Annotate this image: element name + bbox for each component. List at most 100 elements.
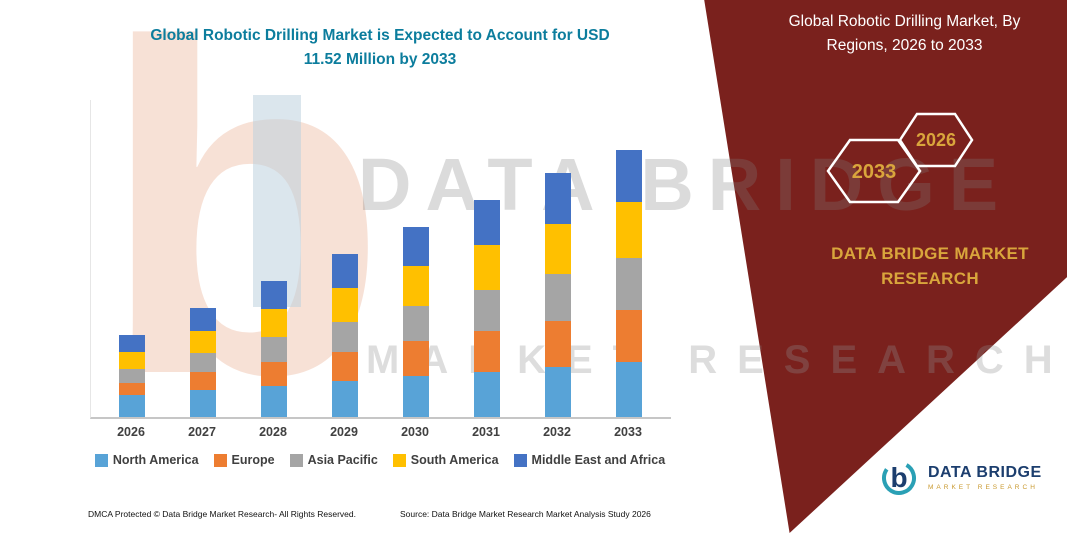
banner-title-line1: Global Robotic Drilling Market, By (788, 13, 1021, 30)
x-axis-label-2029: 2029 (330, 425, 358, 439)
bar-segment-south-america (261, 309, 287, 338)
bar-segment-north-america (332, 381, 358, 417)
x-axis-label-2032: 2032 (543, 425, 571, 439)
bar-2032 (545, 172, 571, 417)
banner-brand-line2: RESEARCH (881, 269, 979, 288)
bar-2029 (332, 254, 358, 417)
bar-segment-south-america (332, 288, 358, 322)
bar-segment-europe (474, 331, 500, 372)
bar-segment-south-america (616, 202, 642, 259)
legend-item-asia-pacific: Asia Pacific (289, 453, 378, 467)
footer-dmca-text: DMCA Protected © Data Bridge Market Rese… (88, 509, 356, 519)
logo-b-glyph: b (890, 462, 907, 493)
bar-segment-europe (332, 352, 358, 382)
chart-title-line2: 11.52 Million by 2033 (303, 51, 457, 68)
bar-segment-middle-east-and-africa (119, 335, 145, 353)
x-axis-label-2030: 2030 (401, 425, 429, 439)
chart-title-line1: Global Robotic Drilling Market is Expect… (150, 27, 610, 44)
legend-label: South America (410, 453, 499, 467)
company-logo: b DATA BRIDGE MARKET RESEARCH (878, 456, 1042, 498)
legend-swatch (392, 453, 406, 467)
logo-company-name: DATA BRIDGE (928, 463, 1042, 481)
logo-tagline: MARKET RESEARCH (928, 483, 1038, 491)
bar-segment-north-america (119, 394, 145, 417)
bar-segment-europe (190, 372, 216, 391)
legend-label: North America (112, 453, 199, 467)
banner-brand-text: DATA BRIDGE MARKET RESEARCH (830, 241, 1030, 291)
bar-segment-asia-pacific (332, 321, 358, 353)
legend-swatch (213, 453, 227, 467)
chart-legend: North America Europe Asia Pacific South Ame… (75, 453, 685, 467)
hexagon-year-2026: 2026 (916, 130, 956, 150)
x-axis-label-2026: 2026 (117, 425, 145, 439)
footer-source-text: Source: Data Bridge Market Research Mark… (400, 509, 651, 519)
legend-label: Europe (231, 453, 275, 467)
bar-2031 (474, 199, 500, 417)
bar-2026 (119, 335, 145, 417)
bar-segment-middle-east-and-africa (190, 307, 216, 331)
bar-segment-europe (545, 320, 571, 367)
bar-segment-asia-pacific (119, 369, 145, 383)
bar-2027 (190, 307, 216, 417)
legend-swatch (94, 453, 108, 467)
legend-label: Asia Pacific (307, 453, 378, 467)
bar-segment-asia-pacific (261, 337, 287, 363)
bar-segment-asia-pacific (474, 290, 500, 332)
legend-label: Middle East and Africa (531, 453, 666, 467)
bar-segment-north-america (474, 371, 500, 417)
bar-segment-north-america (261, 385, 287, 417)
bar-segment-asia-pacific (403, 305, 429, 342)
x-axis-label-2028: 2028 (259, 425, 287, 439)
bar-segment-south-america (190, 330, 216, 354)
chart-title: Global Robotic Drilling Market is Expect… (90, 24, 670, 72)
banner-title-line2: Regions, 2026 to 2033 (826, 37, 983, 54)
hexagon-badge-2033: 2033 (826, 138, 922, 204)
banner-title: Global Robotic Drilling Market, By Regio… (762, 10, 1047, 58)
bar-segment-middle-east-and-africa (261, 281, 287, 310)
logo-text-block: DATA BRIDGE MARKET RESEARCH (928, 464, 1042, 491)
bar-segment-middle-east-and-africa (474, 199, 500, 246)
hexagon-badge-2026: 2026 (898, 112, 974, 168)
watermark-data-bridge: DATA BRIDGE (358, 143, 1013, 226)
bar-segment-south-america (403, 266, 429, 306)
bar-segment-europe (403, 341, 429, 377)
bar-segment-europe (261, 362, 287, 386)
bar-segment-asia-pacific (616, 258, 642, 311)
bar-2030 (403, 226, 429, 417)
plot-area (90, 100, 671, 419)
bar-segment-north-america (190, 390, 216, 417)
hexagon-outline (898, 112, 974, 168)
bar-2028 (261, 281, 287, 417)
bar-segment-north-america (616, 362, 642, 417)
hexagon-outline (826, 138, 922, 204)
x-axis-label-2033: 2033 (614, 425, 642, 439)
bar-segment-europe (616, 310, 642, 363)
bar-segment-asia-pacific (190, 353, 216, 373)
watermark-logo-stripe (253, 95, 301, 307)
bar-segment-middle-east-and-africa (332, 254, 358, 289)
banner-brand-line1: DATA BRIDGE MARKET (831, 244, 1029, 263)
legend-item-europe: Europe (213, 453, 275, 467)
legend-swatch (513, 453, 527, 467)
bar-segment-middle-east-and-africa (545, 172, 571, 224)
bar-segment-south-america (545, 223, 571, 275)
bar-2033 (616, 149, 642, 417)
bar-segment-south-america (474, 245, 500, 291)
legend-item-middle-east-and-africa: Middle East and Africa (513, 453, 666, 467)
legend-item-south-america: South America (392, 453, 499, 467)
x-axis-labels: 2026 2027 2028 2029 2030 2031 2032 2033 (90, 425, 670, 441)
x-axis-label-2031: 2031 (472, 425, 500, 439)
bar-segment-middle-east-and-africa (616, 149, 642, 203)
bar-segment-south-america (119, 352, 145, 369)
bar-segment-north-america (545, 366, 571, 417)
bar-segment-middle-east-and-africa (403, 226, 429, 267)
x-axis-label-2027: 2027 (188, 425, 216, 439)
bar-segment-north-america (403, 376, 429, 417)
data-bridge-logo-icon: b (882, 461, 916, 495)
legend-item-north-america: North America (94, 453, 199, 467)
legend-swatch (289, 453, 303, 467)
bar-segment-europe (119, 382, 145, 395)
bar-segment-asia-pacific (545, 274, 571, 321)
hexagon-year-2033: 2033 (852, 161, 897, 183)
